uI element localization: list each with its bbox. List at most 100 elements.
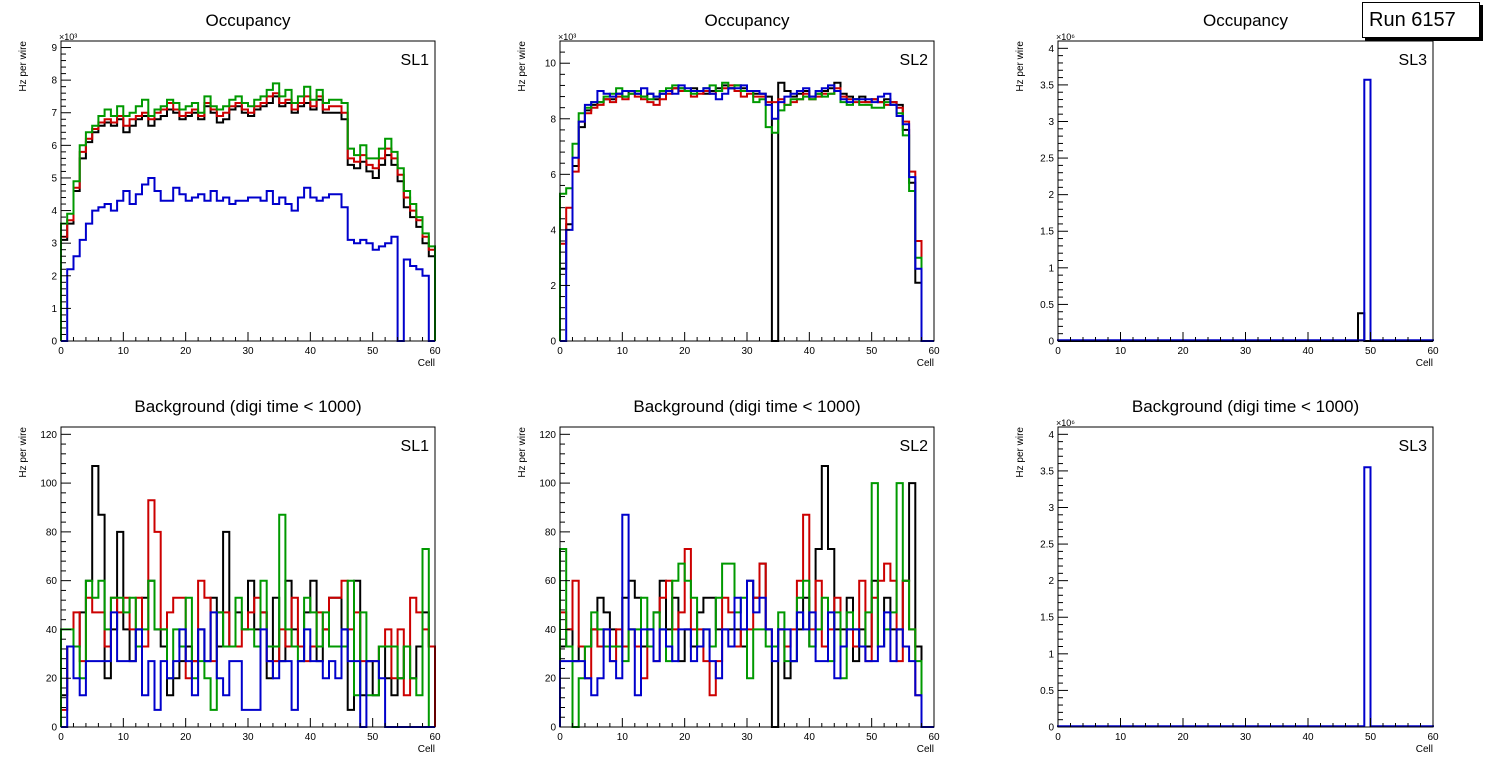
x-tick-label: 30 — [242, 346, 254, 357]
y-tick-label: 0 — [550, 337, 556, 348]
x-tick-label: 20 — [679, 732, 691, 743]
x-tick-label: 40 — [1302, 732, 1314, 743]
run-label-box: Run 6157 — [1362, 2, 1480, 38]
panel-6: Background (digi time < 1000) 0 0.5 1 1.5 2 2.… — [1015, 397, 1439, 755]
y-tick-label: 0 — [1048, 337, 1054, 348]
y-tick-label: 2.5 — [1040, 154, 1054, 165]
panel-title: Occupancy — [205, 11, 291, 30]
panel-title: Background (digi time < 1000) — [134, 397, 361, 416]
y-tick-label: 4 — [1048, 44, 1054, 55]
series-layer-1 — [60, 95, 436, 341]
y-tick-label: 0 — [51, 723, 57, 734]
y-tick-label: 5 — [51, 173, 57, 184]
y-tick-label: 7 — [51, 108, 57, 119]
series-layer-4 — [559, 513, 934, 728]
x-tick-label: 60 — [928, 346, 940, 357]
y-tick-label: 9 — [51, 43, 57, 54]
y-tick-label: 20 — [46, 674, 58, 685]
y-tick-label: 80 — [545, 527, 557, 538]
y-tick-label: 60 — [46, 576, 58, 587]
y-tick-label: 2.5 — [1040, 540, 1054, 551]
y-exponent-label: ×10⁶ — [1056, 32, 1075, 42]
y-tick-label: 10 — [545, 59, 557, 70]
series-layer-4 — [61, 611, 435, 728]
y-tick-label: 8 — [550, 114, 556, 125]
series-layer-3 — [559, 81, 934, 342]
y-tick-label: 1 — [51, 304, 57, 315]
series-layer-2 — [559, 84, 934, 342]
x-tick-label: 20 — [180, 732, 192, 743]
y-tick-label: 2 — [51, 271, 57, 282]
superlayer-tag: SL2 — [900, 52, 929, 69]
x-tick-label: 20 — [180, 346, 192, 357]
x-tick-label: 10 — [1115, 732, 1127, 743]
x-axis-label: Cell — [418, 358, 435, 369]
y-tick-label: 1 — [1048, 649, 1054, 660]
series-layer-3 — [60, 82, 436, 341]
y-tick-label: 120 — [40, 430, 57, 441]
y-tick-label: 6 — [550, 170, 556, 181]
x-axis-label: Cell — [418, 744, 435, 755]
x-tick-label: 50 — [866, 346, 878, 357]
y-tick-label: 2 — [1048, 190, 1054, 201]
y-tick-label: 20 — [545, 674, 557, 685]
y-tick-label: 100 — [40, 479, 57, 490]
x-tick-label: 40 — [305, 732, 317, 743]
y-tick-label: 4 — [51, 206, 57, 217]
y-tick-label: 1.5 — [1040, 613, 1054, 624]
x-tick-label: 10 — [118, 346, 130, 357]
plot-frame — [1057, 426, 1434, 728]
y-tick-label: 0 — [1048, 723, 1054, 734]
y-tick-label: 3.5 — [1040, 466, 1054, 477]
x-tick-label: 0 — [58, 346, 64, 357]
y-tick-label: 0 — [51, 337, 57, 348]
x-axis-label: Cell — [1416, 358, 1433, 369]
y-tick-label: 2 — [550, 281, 556, 292]
superlayer-tag: SL3 — [1399, 438, 1428, 455]
plot-frame — [60, 40, 436, 342]
y-tick-label: 1 — [1048, 263, 1054, 274]
x-tick-label: 10 — [1115, 346, 1127, 357]
x-axis-label: Cell — [917, 744, 934, 755]
y-tick-label: 40 — [545, 625, 557, 636]
y-tick-label: 3 — [1048, 503, 1054, 514]
panel-4: Background (digi time < 1000) 0 20 40 60 80 10… — [18, 397, 441, 755]
x-tick-label: 20 — [1177, 732, 1189, 743]
series-layer-4 — [61, 177, 435, 342]
y-tick-label: 4 — [1048, 430, 1054, 441]
panel-title: Background (digi time < 1000) — [1132, 397, 1359, 416]
x-tick-label: 30 — [1240, 346, 1252, 357]
panel-5: Background (digi time < 1000) 0 20 40 60 80 10… — [517, 397, 940, 755]
x-tick-label: 30 — [242, 732, 254, 743]
y-tick-label: 120 — [539, 430, 556, 441]
series-layer-2 — [60, 92, 436, 341]
y-tick-label: 8 — [51, 76, 57, 87]
y-axis-label: Hz per wire — [18, 41, 29, 92]
x-tick-label: 0 — [1055, 346, 1061, 357]
x-tick-label: 30 — [741, 346, 753, 357]
x-tick-label: 50 — [866, 732, 878, 743]
series-layer-4 — [560, 84, 934, 342]
superlayer-tag: SL1 — [401, 52, 430, 69]
y-exponent-label: ×10⁶ — [1056, 418, 1075, 428]
y-tick-label: 80 — [46, 527, 58, 538]
x-tick-label: 20 — [679, 346, 691, 357]
x-tick-label: 60 — [429, 732, 441, 743]
x-tick-label: 50 — [367, 732, 379, 743]
y-tick-label: 60 — [545, 576, 557, 587]
superlayer-tag: SL1 — [401, 438, 430, 455]
x-tick-label: 60 — [429, 346, 441, 357]
run-label: Run 6157 — [1369, 9, 1456, 31]
y-axis-label: Hz per wire — [517, 41, 528, 92]
x-axis-label: Cell — [1416, 744, 1433, 755]
y-tick-label: 40 — [46, 625, 58, 636]
x-tick-label: 0 — [58, 732, 64, 743]
superlayer-tag: SL2 — [900, 438, 929, 455]
x-tick-label: 0 — [557, 732, 563, 743]
panel-title: Occupancy — [1203, 11, 1289, 30]
y-tick-label: 0.5 — [1040, 686, 1054, 697]
y-tick-label: 0 — [550, 723, 556, 734]
x-tick-label: 20 — [1177, 346, 1189, 357]
